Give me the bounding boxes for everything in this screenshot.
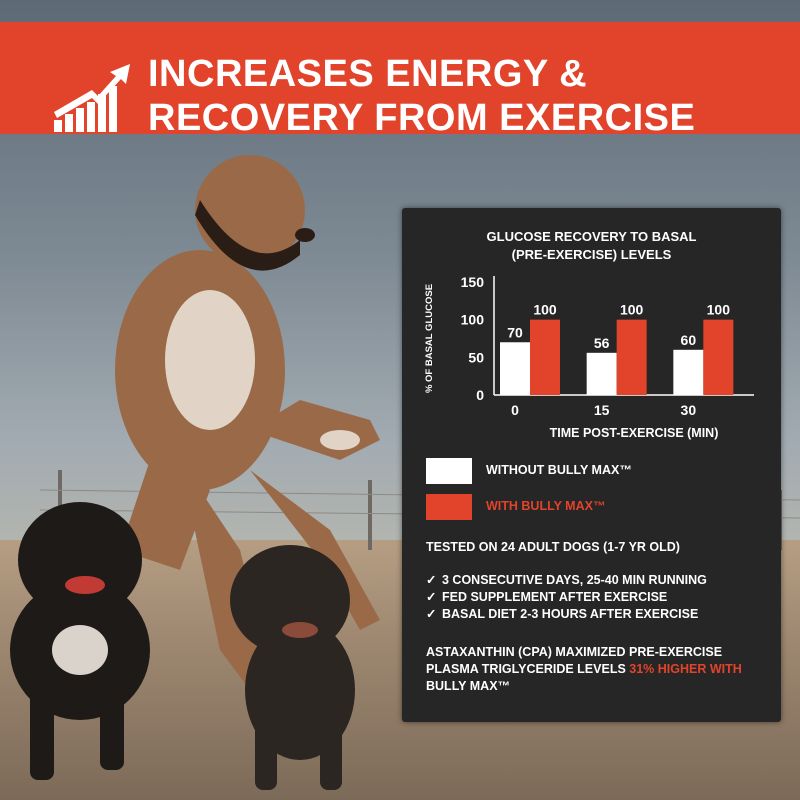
bar [673,349,704,395]
legend-label-without: WITHOUT BULLY MAX™ [486,463,632,477]
x-axis-label: TIME POST-EXERCISE (MIN) [550,426,719,440]
y-axis-label: % OF BASAL GLUCOSE [424,284,435,393]
glucose-bar-chart: 0 50 100 150 % OF BASAL GLUCOSE 70 100 0 56 100 15… [424,274,754,440]
bar-value-label: 100 [707,302,731,318]
bar [703,319,734,395]
page-title: INCREASES ENERGY & RECOVERY FROM EXERCIS… [148,52,788,140]
astaxanthin-note: ASTAXANTHIN (CPA) MAXIMIZED PRE-EXERCISE… [426,644,766,695]
bar-value-label: 56 [594,335,610,351]
check-icon: ✓ [426,590,437,604]
bar [530,319,560,395]
check-item: ✓ 3 CONSECUTIVE DAYS, 25-40 MIN RUNNING [426,572,707,589]
title-line-1: INCREASES ENERGY & [148,53,588,95]
title-line-2: RECOVERY FROM EXERCISE [148,97,696,139]
dark-dog-right [230,545,355,790]
check-item: ✓ BASAL DIET 2-3 HOURS AFTER EXERCISE [426,606,707,623]
check-icon: ✓ [426,607,437,621]
legend-label-with: WITH BULLY MAX™ [486,499,606,513]
legend-swatch-with [426,494,472,520]
bar-value-label: 70 [507,324,523,340]
bar [586,352,617,395]
chart-title: GLUCOSE RECOVERY TO BASAL (PRE-EXERCISE)… [402,228,781,264]
note-text: ASTAXANTHIN (CPA) MAXIMIZED PRE-EXERCISE… [426,645,723,676]
bar [616,319,647,395]
check-text: BASAL DIET 2-3 HOURS AFTER EXERCISE [442,607,699,621]
check-icon: ✓ [426,573,437,587]
bar-value-label: 60 [681,332,697,348]
y-tick-label: 150 [461,274,485,290]
note-brand: BULLY MAX™ [426,679,511,693]
y-tick-label: 50 [468,349,484,365]
note-highlight: 31% HIGHER WITH [629,662,742,676]
header-banner: INCREASES ENERGY & RECOVERY FROM EXERCIS… [0,22,800,139]
x-tick-label: 0 [511,402,519,418]
x-tick-label: 30 [681,402,697,418]
chart-title-line-2: (PRE-EXERCISE) LEVELS [511,247,672,262]
check-text: FED SUPPLEMENT AFTER EXERCISE [442,590,668,604]
x-tick-label: 15 [594,402,610,418]
study-checklist: ✓ 3 CONSECUTIVE DAYS, 25-40 MIN RUNNING ✓… [426,572,707,623]
legend-swatch-without [426,458,472,484]
chart-title-line-1: GLUCOSE RECOVERY TO BASAL [486,229,697,244]
dogs-running-illustration [10,155,380,790]
bar [500,342,530,395]
y-tick-label: 0 [476,387,484,403]
info-panel: GLUCOSE RECOVERY TO BASAL (PRE-EXERCISE)… [402,208,781,722]
rising-bar-chart-arrow-icon [54,64,130,132]
study-summary: TESTED ON 24 ADULT DOGS (1-7 YR OLD) [426,540,680,554]
check-text: 3 CONSECUTIVE DAYS, 25-40 MIN RUNNING [442,573,707,587]
y-tick-label: 100 [461,312,485,328]
bar-value-label: 100 [533,302,557,318]
bar-value-label: 100 [620,302,644,318]
check-item: ✓ FED SUPPLEMENT AFTER EXERCISE [426,589,707,606]
